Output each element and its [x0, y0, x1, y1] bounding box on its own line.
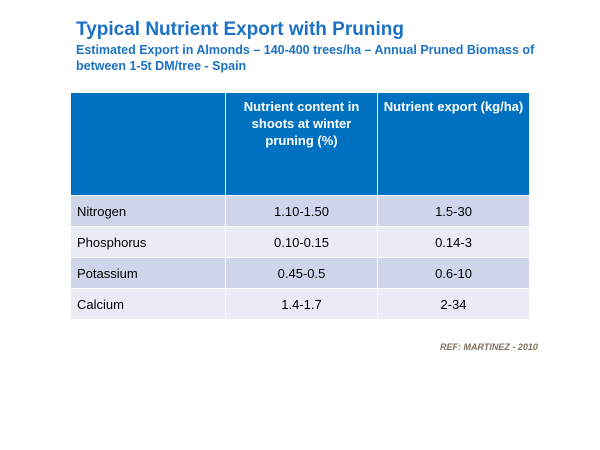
table-header-row: Nutrient content in shoots at winter pru… — [70, 92, 530, 196]
slide-title: Typical Nutrient Export with Pruning — [76, 19, 404, 40]
cell-content: 1.4-1.7 — [225, 288, 378, 320]
cell-nutrient: Calcium — [70, 288, 226, 320]
reference-note: REF: MARTINEZ - 2010 — [440, 342, 538, 352]
cell-export: 0.6-10 — [377, 257, 530, 289]
cell-content: 0.10-0.15 — [225, 226, 378, 258]
cell-nutrient: Potassium — [70, 257, 226, 289]
cell-export: 0.14-3 — [377, 226, 530, 258]
cell-export: 1.5-30 — [377, 195, 530, 227]
cell-content: 1.10-1.50 — [225, 195, 378, 227]
cell-content: 0.45-0.5 — [225, 257, 378, 289]
header-content: Nutrient content in shoots at winter pru… — [225, 92, 378, 196]
nutrient-table: Nutrient content in shoots at winter pru… — [70, 92, 530, 320]
table-row: Phosphorus 0.10-0.15 0.14-3 — [70, 226, 530, 258]
cell-export: 2-34 — [377, 288, 530, 320]
slide-subtitle: Estimated Export in Almonds – 140-400 tr… — [76, 43, 535, 73]
cell-nutrient: Nitrogen — [70, 195, 226, 227]
cell-nutrient: Phosphorus — [70, 226, 226, 258]
table-row: Potassium 0.45-0.5 0.6-10 — [70, 257, 530, 289]
table-row: Nitrogen 1.10-1.50 1.5-30 — [70, 195, 530, 227]
table-row: Calcium 1.4-1.7 2-34 — [70, 288, 530, 320]
header-export: Nutrient export (kg/ha) — [377, 92, 530, 196]
header-blank — [70, 92, 226, 196]
